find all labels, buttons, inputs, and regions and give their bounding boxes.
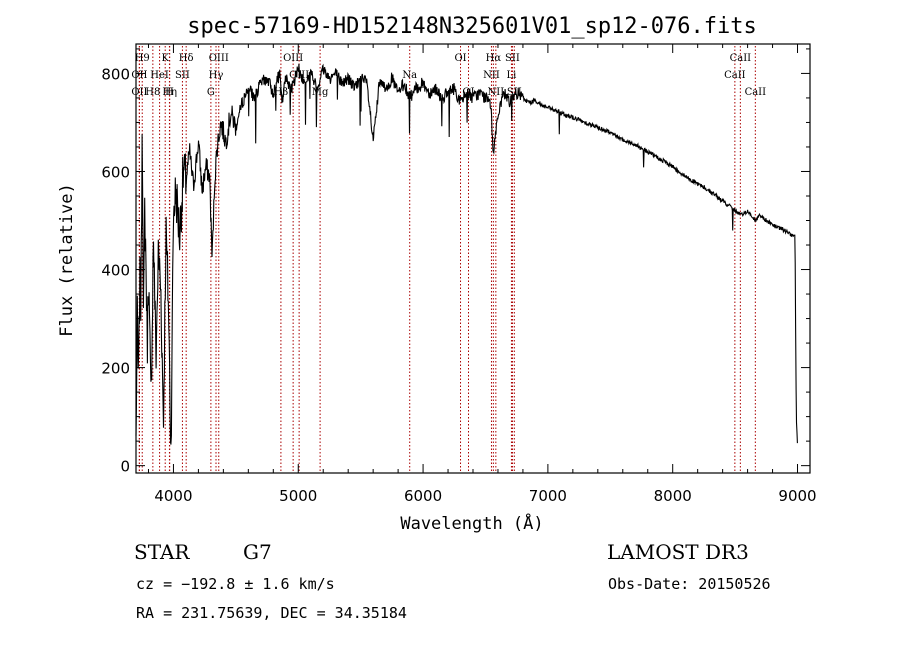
- spectral-line-label: SII: [505, 53, 520, 64]
- x-tick-label: 9000: [778, 487, 816, 505]
- y-tick-label: 800: [101, 65, 130, 83]
- spectral-line-label: CaII: [730, 53, 752, 64]
- y-axis: 0 200 400 600 800: [101, 48, 810, 476]
- spectral-line-label: Hδ: [179, 53, 194, 64]
- plot-frame: [135, 43, 811, 474]
- object-class: STAR: [134, 540, 190, 564]
- spectral-line-label: K: [161, 53, 169, 64]
- spectral-line-label: NII: [483, 70, 500, 81]
- spectral-line-label: CaII: [724, 70, 746, 81]
- spectral-line-label: NII: [488, 87, 505, 98]
- spectral-line-label: SII: [175, 70, 190, 81]
- spectral-subclass: G7: [243, 540, 272, 564]
- y-tick-label: 400: [101, 262, 130, 280]
- x-tick-label: 7000: [529, 487, 567, 505]
- spectral-line-label: H: [165, 87, 174, 98]
- spectral-line-label: Li: [507, 70, 517, 81]
- chart-title: spec-57169-HD152148N325601V01_sp12-076.f…: [187, 14, 757, 39]
- x-tick-label: 4000: [154, 487, 192, 505]
- spectral-line-label: OIII: [209, 53, 229, 64]
- spectral-line-label: SII: [507, 87, 522, 98]
- y-tick-label: 200: [101, 360, 130, 378]
- spectral-line-label: Hγ: [209, 70, 224, 81]
- spectral-line-label: HeI: [150, 70, 169, 81]
- spectral-line-label: Na: [402, 70, 417, 81]
- spectral-line-label: CaII: [745, 87, 767, 98]
- y-tick-label: 600: [101, 163, 130, 181]
- x-tick-label: 6000: [404, 487, 442, 505]
- spectral-line-label: OI: [454, 53, 466, 64]
- spectral-line-label: OIII: [283, 53, 303, 64]
- spectral-line-markers: [138, 46, 756, 473]
- spectral-line-label: H9: [135, 53, 150, 64]
- x-axis-label: Wavelength (Å): [400, 512, 543, 534]
- survey-name: LAMOST DR3: [607, 540, 749, 564]
- spectral-line-label: OII: [131, 70, 147, 81]
- x-tick-label: 8000: [654, 487, 692, 505]
- spectral-line-label: OI: [462, 87, 474, 98]
- coordinates-readout: RA = 231.75639, DEC = 34.35184: [136, 604, 407, 622]
- spectral-line-label: OII: [131, 87, 147, 98]
- spectral-line-label: G: [207, 87, 215, 98]
- spectral-line-label: Hη: [162, 87, 177, 98]
- y-tick-label: 0: [120, 458, 130, 476]
- spectral-line-label: Mg: [312, 87, 329, 98]
- flux-series-line: [135, 63, 798, 445]
- spectral-line-label: H8: [145, 87, 160, 98]
- spectral-line-label: Hα: [486, 53, 502, 64]
- observation-date: Obs-Date: 20150526: [608, 575, 771, 593]
- redshift-readout: cz = −192.8 ± 1.6 km/s: [136, 575, 335, 593]
- y-axis-label: Flux (relative): [57, 183, 77, 337]
- x-tick-label: 5000: [279, 487, 317, 505]
- x-axis: 4000 5000 6000 7000 8000 9000: [147, 44, 817, 505]
